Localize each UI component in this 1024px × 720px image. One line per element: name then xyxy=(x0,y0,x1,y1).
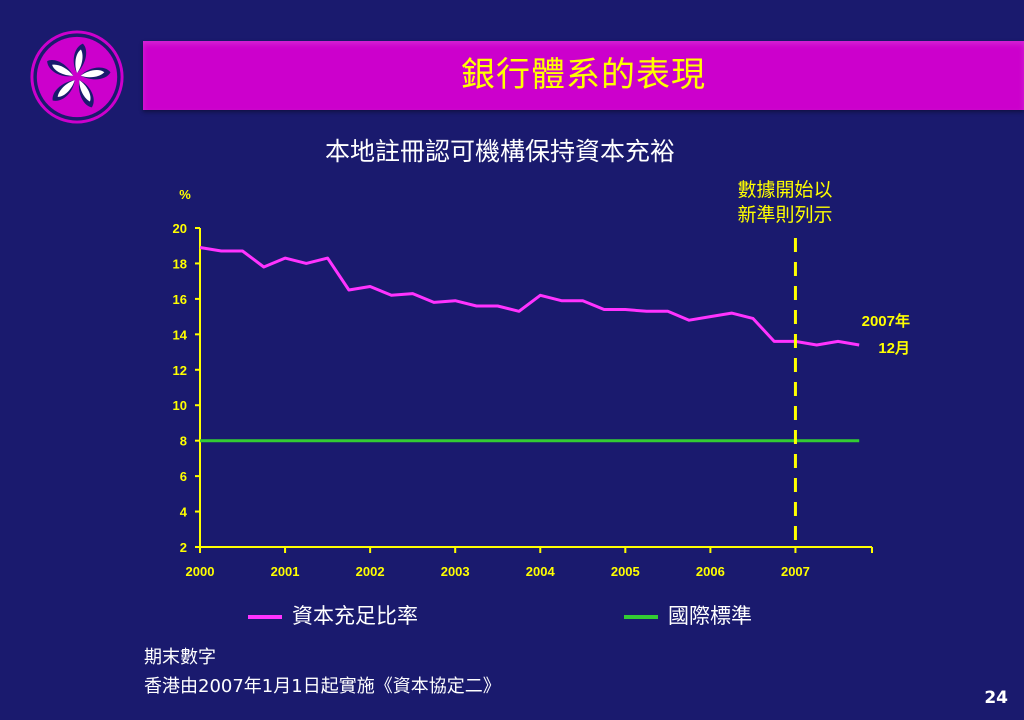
basel-marker-label: 數據開始以 xyxy=(737,179,832,201)
legend-item-standard: 國際標準 xyxy=(624,600,752,630)
basel-marker-label: 新準則列示 xyxy=(737,204,832,226)
y-tick-label: 2 xyxy=(180,540,187,555)
y-axis-label: % xyxy=(179,187,191,202)
series-line-capital xyxy=(199,246,860,347)
y-tick-label: 6 xyxy=(180,469,187,484)
x-tick-label: 2005 xyxy=(611,564,640,579)
last-point-label: 12月 xyxy=(878,340,910,357)
x-tick-label: 2000 xyxy=(186,564,215,579)
y-tick-label: 18 xyxy=(173,256,187,271)
legend-label-capital: 資本充足比率 xyxy=(292,604,418,628)
footnote-basel-ii: 香港由2007年1月1日起實施《資本協定二》 xyxy=(144,676,501,697)
y-tick-label: 14 xyxy=(173,327,188,342)
bauhinia-logo xyxy=(30,30,124,124)
x-tick-label: 2003 xyxy=(441,564,470,579)
chart-title: 本地註冊認可機構保持資本充裕 xyxy=(324,137,675,166)
y-tick-label: 12 xyxy=(173,363,187,378)
page-number: 24 xyxy=(984,688,1008,708)
x-tick-label: 2002 xyxy=(356,564,385,579)
legend-swatch-capital xyxy=(248,615,282,619)
slide-title: 銀行體系的表現 xyxy=(461,55,706,95)
last-point-label: 2007年 xyxy=(862,312,910,330)
y-tick-label: 20 xyxy=(173,221,187,236)
x-tick-label: 2007 xyxy=(781,564,810,579)
x-tick-label: 2006 xyxy=(696,564,725,579)
y-tick-label: 16 xyxy=(173,292,187,307)
legend-swatch-standard xyxy=(624,615,658,619)
y-tick-label: 4 xyxy=(180,505,188,520)
x-tick-label: 2004 xyxy=(526,564,556,579)
legend-item-capital: 資本充足比率 xyxy=(248,600,418,630)
title-bar: 銀行體系的表現 xyxy=(143,41,1024,110)
x-tick-label: 2001 xyxy=(271,564,300,579)
footnote-period-end: 期末數字 xyxy=(144,647,216,668)
capital-adequacy-chart: 2 4 6 8 10 12 14 16 18 20% 2000 2001 2002 2003 2004 200… xyxy=(173,179,910,579)
y-tick-label: 10 xyxy=(173,398,187,413)
legend-label-standard: 國際標準 xyxy=(668,604,752,628)
y-tick-label: 8 xyxy=(180,434,187,449)
